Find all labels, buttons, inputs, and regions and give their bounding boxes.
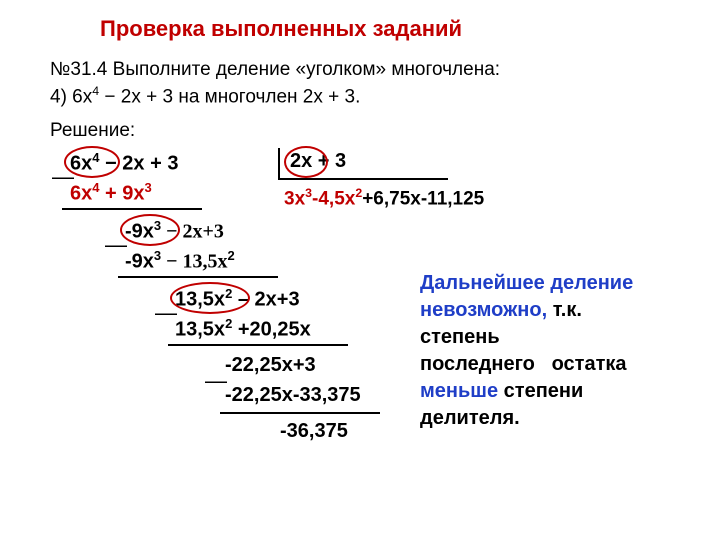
minus-sign-3: — bbox=[155, 300, 177, 326]
q-t2: -4,5х bbox=[312, 188, 355, 209]
minus-sign-2: — bbox=[105, 232, 127, 258]
subtrahend-3: 13,5х2 +20,25х bbox=[175, 316, 311, 342]
dividend-rest: − 2х + 3 bbox=[99, 153, 178, 175]
divisor-text: 2х + 3 bbox=[290, 150, 346, 172]
underline-4 bbox=[220, 412, 380, 414]
remainder-2: 13,5х2 – 2х+3 bbox=[175, 286, 300, 312]
s2-mid: − 13,5х bbox=[161, 251, 227, 273]
task-rest: − 2х + 3 на многочлен 2х + 3. bbox=[99, 86, 360, 107]
underline-2 bbox=[118, 276, 278, 278]
r2-a: 13,5х bbox=[175, 289, 225, 311]
subtrahend-2: -9х3 − 13,5х2 bbox=[125, 248, 235, 274]
subtrahend-4: -22,25х-33,375 bbox=[225, 384, 361, 407]
s1-e2: 3 bbox=[145, 180, 152, 195]
note-p5a: степени bbox=[498, 380, 583, 402]
task-line2: 4) 6х4 − 2х + 3 на многочлен 2х + 3. bbox=[50, 84, 360, 108]
s3-a: 13,5х bbox=[175, 319, 225, 341]
s1-mid: + 9х bbox=[99, 183, 144, 205]
q-t3: +6,75х-11,125 bbox=[362, 188, 484, 209]
divisor-vline bbox=[278, 148, 280, 180]
solution-label: Решение: bbox=[50, 120, 135, 142]
q-t1: 3х bbox=[284, 188, 305, 209]
s3-mid: +20,25х bbox=[232, 319, 310, 341]
note-p4: меньше bbox=[420, 380, 498, 402]
underline-3 bbox=[168, 344, 348, 346]
explanation-note: Дальнейшее деление невозможно, т.к. степ… bbox=[420, 270, 710, 432]
r2-rest: – 2х+3 bbox=[232, 289, 299, 311]
q-e1: 3 bbox=[305, 186, 312, 200]
s1-a: 6х bbox=[70, 183, 92, 205]
note-p3b: степень bbox=[420, 326, 500, 348]
task-prefix: 4) 6 bbox=[50, 86, 83, 107]
divisor-hline bbox=[278, 178, 448, 180]
minus-sign-4: — bbox=[205, 368, 227, 394]
s2-a: -9х bbox=[125, 251, 154, 273]
r1-a: -9х bbox=[125, 221, 154, 243]
dividend: 6х4 − 2х + 3 bbox=[70, 150, 178, 176]
note-p5b: делителя. bbox=[420, 407, 520, 429]
note-p1: Дальнейшее деление bbox=[420, 272, 633, 294]
underline-1 bbox=[62, 208, 202, 210]
task-line1: №31.4 Выполните деление «уголком» многоч… bbox=[50, 58, 500, 83]
page-title: Проверка выполненных заданий bbox=[100, 16, 462, 42]
quotient: 3х3-4,5х2+6,75х-11,125 bbox=[284, 186, 484, 210]
r1-rest: − 2х+3 bbox=[161, 221, 224, 243]
remainder-1: -9х3 − 2х+3 bbox=[125, 218, 224, 244]
final-remainder: -36,375 bbox=[280, 420, 348, 443]
note-p3c: последнего остатка bbox=[420, 353, 627, 375]
s2-e2: 2 bbox=[228, 248, 235, 263]
note-p2: невозможно, bbox=[420, 299, 553, 321]
remainder-3: -22,25х+3 bbox=[225, 354, 316, 377]
subtrahend-1: 6х4 + 9х3 bbox=[70, 180, 152, 206]
note-p3a: т.к. bbox=[553, 299, 582, 321]
divisor: 2х + 3 bbox=[290, 150, 346, 173]
